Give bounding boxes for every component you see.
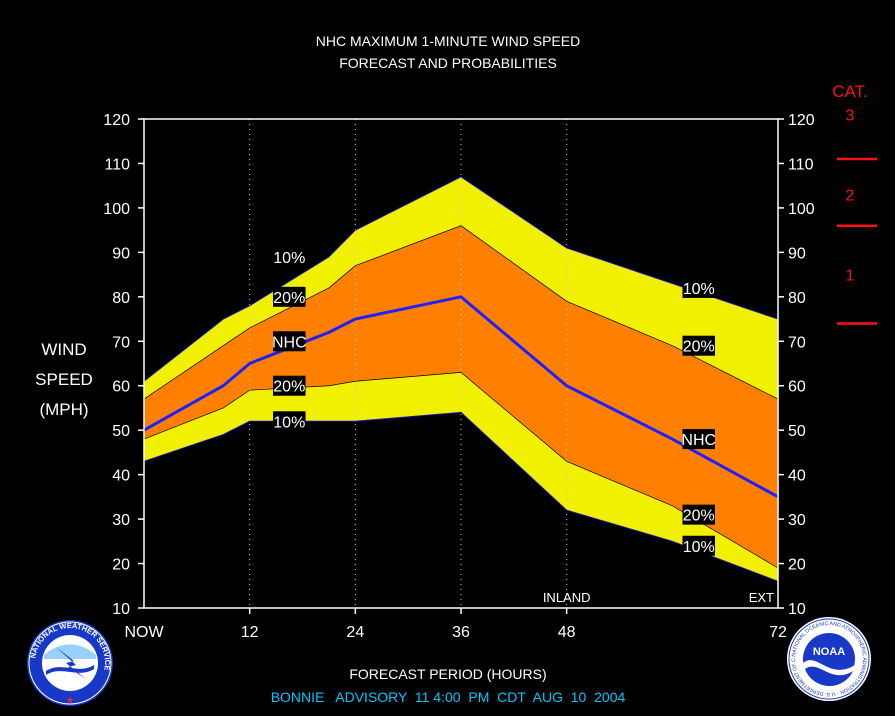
series-line-upper20 (143, 225, 779, 400)
nws-logo: NATIONAL WEATHER SERVICE ★ (27, 620, 113, 706)
marker-inland: INLAND (543, 590, 591, 605)
category-title: CAT. (832, 82, 868, 101)
marker-ext: EXT (749, 590, 774, 605)
chart-subtitle: FORECAST AND PROBABILITIES (339, 55, 557, 71)
y-axis-label: WIND SPEED (MPH) (35, 340, 93, 419)
band-label-0: 10% (273, 250, 305, 267)
x-tick-label-NOW: NOW (124, 624, 164, 641)
svg-text:★: ★ (66, 695, 74, 705)
band-label-box-8 (682, 504, 715, 525)
category-label-1: 1 (846, 268, 855, 285)
chart-title: NHC MAXIMUM 1-MINUTE WIND SPEED (316, 33, 580, 49)
y-tick-label-right-40: 40 (788, 468, 806, 485)
x-tick-label-12: 12 (241, 624, 259, 641)
y-tick-label-right-50: 50 (788, 423, 806, 440)
band-label-3: 20% (273, 379, 305, 396)
y-tick-label-right-30: 30 (788, 512, 806, 529)
series-lines (143, 176, 779, 582)
y-tick-label-right-10: 10 (788, 601, 806, 618)
series-line-upper10 (143, 176, 779, 382)
category-scale: CAT. 1 2 3 (832, 82, 877, 325)
band-label-6: 20% (683, 339, 715, 356)
y-tick-label-left-20: 20 (112, 557, 130, 574)
y-tick-label-left-30: 30 (112, 512, 130, 529)
series-line-lower20 (143, 372, 779, 569)
category-label-3: 3 (846, 108, 855, 125)
y-tick-label-left-100: 100 (103, 201, 130, 218)
y-tick-label-right-70: 70 (788, 334, 806, 351)
y-axis-label-line-0: WIND (41, 340, 86, 359)
band-labels: 10% 20% NHC 20% 10% 10% 20% NHC 20% 10% (272, 246, 716, 556)
y-tick-label-left-90: 90 (112, 245, 130, 262)
x-axis-label: FORECAST PERIOD (HOURS) (349, 666, 546, 682)
y-tick-label-left-50: 50 (112, 423, 130, 440)
band-label-box-2 (273, 331, 306, 352)
y-tick-label-right-110: 110 (788, 156, 814, 173)
band-label-box-4 (273, 411, 306, 432)
y-tick-label-right-90: 90 (788, 245, 806, 262)
series-line-lower10 (143, 411, 779, 582)
band-label-box-3 (273, 375, 306, 396)
y-tick-label-left-60: 60 (112, 379, 130, 396)
band-label-4: 10% (273, 414, 305, 431)
y-tick-label-left-110: 110 (104, 156, 130, 173)
y-tick-label-left-70: 70 (112, 334, 130, 351)
axes: 10 10 20 20 30 30 40 40 50 50 60 60 70 70 80 80 90 90 100 1… (103, 112, 815, 641)
band-label-box-7 (682, 429, 715, 450)
y-tick-label-left-40: 40 (112, 468, 130, 485)
y-axis-label-line-2: (MPH) (39, 400, 88, 419)
y-tick-label-right-120: 120 (788, 112, 815, 129)
band-label-box-1 (273, 286, 306, 307)
series-line-nhc (143, 295, 779, 499)
category-label-2: 2 (846, 188, 855, 205)
x-tick-label-24: 24 (346, 624, 364, 641)
band-label-1: 20% (273, 290, 305, 307)
noaa-logo: NOAA NATIONAL OCEANIC AND ATMOSPHERIC AD… (787, 617, 871, 701)
y-tick-label-left-80: 80 (112, 290, 130, 307)
band-label-2: NHC (272, 334, 307, 351)
y-tick-label-right-20: 20 (788, 557, 806, 574)
advisory-footer: BONNIE ADVISORY 11 4:00 PM CDT AUG 10 20… (271, 689, 626, 705)
band-label-7: NHC (681, 432, 716, 449)
band-label-8: 20% (683, 508, 715, 525)
x-tick-label-36: 36 (452, 624, 470, 641)
band-label-box-5 (682, 277, 715, 298)
inner-band-20pct (144, 225, 778, 568)
y-tick-label-right-60: 60 (788, 379, 806, 396)
y-tick-label-left-120: 120 (103, 112, 130, 129)
y-tick-label-right-100: 100 (788, 201, 815, 218)
x-tick-label-72: 72 (769, 624, 787, 641)
band-label-9: 10% (683, 539, 715, 556)
y-tick-label-left-10: 10 (112, 601, 130, 618)
y-axis-label-line-1: SPEED (35, 370, 93, 389)
band-label-box-9 (682, 535, 715, 556)
band-label-box-0 (273, 246, 306, 267)
y-tick-label-right-80: 80 (788, 290, 806, 307)
band-label-5: 10% (683, 281, 715, 298)
band-label-box-6 (682, 335, 715, 356)
x-tick-label-48: 48 (558, 624, 576, 641)
svg-text:NOAA: NOAA (813, 646, 845, 658)
